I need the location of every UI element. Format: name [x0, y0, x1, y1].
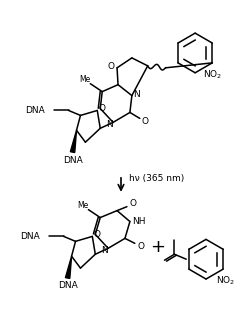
Text: O: O [94, 230, 101, 239]
Text: O: O [99, 104, 106, 113]
Polygon shape [70, 130, 76, 153]
Text: NH: NH [132, 217, 145, 226]
Text: N: N [133, 90, 140, 99]
Text: NO$_2$: NO$_2$ [203, 69, 223, 81]
Text: DNA: DNA [25, 106, 45, 115]
Text: Me: Me [79, 75, 90, 84]
Text: hν (365 nm): hν (365 nm) [129, 174, 184, 183]
Text: N: N [101, 246, 108, 255]
Text: NO$_2$: NO$_2$ [216, 275, 235, 287]
Text: O: O [137, 242, 144, 251]
Text: N: N [106, 120, 113, 129]
Text: O: O [129, 199, 136, 208]
Text: DNA: DNA [58, 281, 77, 291]
Text: DNA: DNA [20, 232, 40, 241]
Text: Me: Me [77, 201, 88, 210]
Polygon shape [65, 256, 72, 278]
Text: O: O [141, 117, 148, 126]
Text: DNA: DNA [63, 156, 83, 165]
Text: O: O [108, 62, 115, 71]
Text: +: + [150, 238, 165, 256]
